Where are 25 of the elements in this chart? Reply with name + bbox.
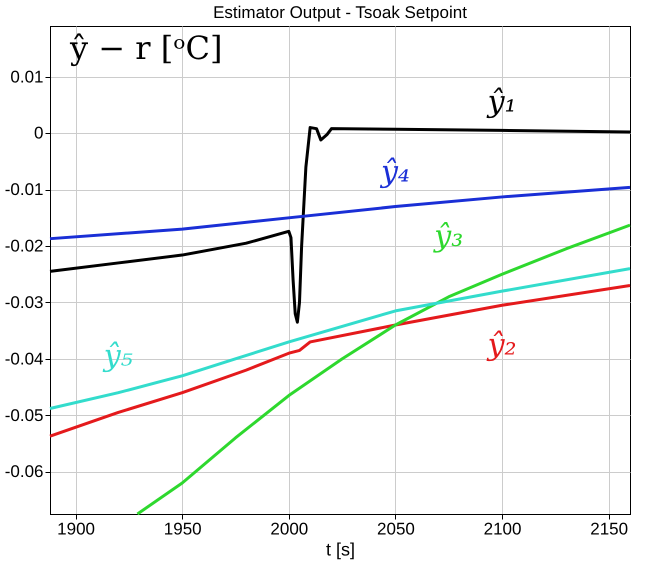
x-tick-label: 1900 — [57, 520, 95, 538]
y-tick-label: -0.03 — [4, 292, 44, 312]
annotation: ŷ − r [ᵒC] — [69, 29, 222, 67]
line-series — [136, 224, 632, 516]
y-tick-label: 0.01 — [10, 67, 44, 86]
x-tick-label: 2000 — [270, 520, 308, 538]
x-tick-label: 2100 — [484, 520, 522, 538]
x-tick-label: 1950 — [164, 520, 202, 538]
y-tick-label: -0.06 — [4, 462, 44, 482]
line-series — [48, 267, 632, 410]
y-tick-label: 0 — [34, 124, 44, 143]
y-tick-label: -0.05 — [4, 406, 44, 425]
y-tick-label: -0.02 — [4, 236, 44, 256]
x-axis-title: t [s] — [326, 540, 356, 560]
y-tick-label: -0.04 — [4, 349, 44, 368]
line-series — [48, 284, 632, 438]
x-tick-label: 2150 — [590, 520, 628, 538]
series-label: ŷ₅ — [102, 338, 133, 374]
chart-title: Estimator Output - Tsoak Setpoint — [213, 3, 468, 22]
series-label: ŷ₁ — [486, 84, 517, 120]
series-label: ŷ₄ — [378, 154, 410, 190]
series-label: ŷ₂ — [486, 327, 517, 362]
x-tick-label: 2050 — [377, 520, 415, 538]
y-tick-label: -0.01 — [4, 180, 44, 200]
series-label: ŷ₃ — [432, 218, 464, 254]
